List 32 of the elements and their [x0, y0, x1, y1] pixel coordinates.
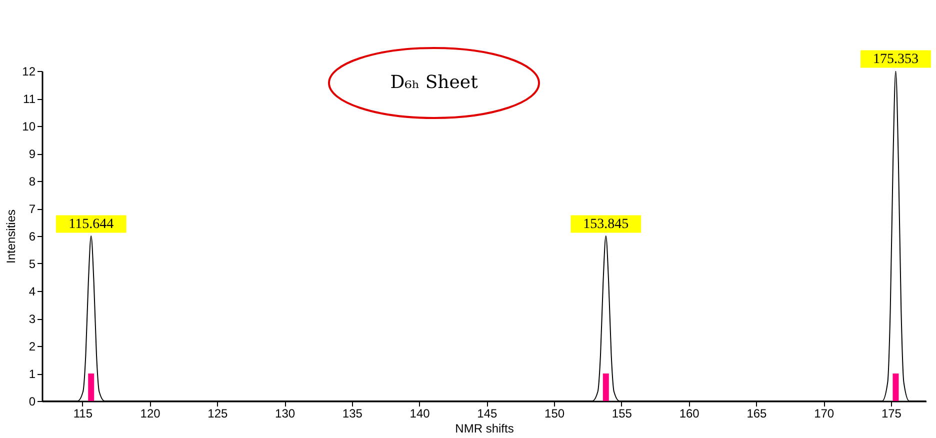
y-axis-title: Intensities — [4, 209, 18, 264]
y-tick-label: 0 — [28, 394, 36, 408]
y-tick-label: 4 — [28, 284, 36, 298]
y-tick-label: 6 — [28, 230, 36, 244]
x-tick-label: 115 — [73, 406, 93, 420]
x-tick-label: 160 — [679, 406, 700, 420]
y-tick-label: 11 — [23, 92, 36, 106]
y-tick-label: 1 — [28, 367, 36, 381]
x-tick-label: 170 — [814, 406, 834, 420]
y-tick-label: 12 — [22, 64, 36, 78]
x-tick-label: 165 — [746, 406, 768, 420]
annotation: 115.644 — [68, 217, 114, 232]
x-tick-label: 130 — [275, 406, 296, 420]
x-tick-label: 120 — [140, 406, 161, 420]
x-axis-title: NMR shifts — [455, 422, 514, 436]
annotation: 153.845 — [583, 217, 629, 232]
x-tick-label: 150 — [544, 406, 565, 420]
x-tick-label: 135 — [342, 406, 363, 420]
y-tick-label: 2 — [28, 340, 36, 354]
x-tick-label: 155 — [612, 406, 632, 420]
x-tick-label: 140 — [410, 406, 430, 420]
chart-title: D₆ₕ Sheet — [390, 72, 479, 93]
x-tick-label: 175 — [881, 406, 902, 420]
y-tick-label: 3 — [28, 312, 36, 326]
x-tick-label: 125 — [208, 406, 228, 420]
y-tick-label: 5 — [28, 257, 36, 271]
y-tick-label: 8 — [28, 174, 36, 188]
y-tick-label: 7 — [28, 202, 36, 216]
y-tick-label: 9 — [28, 147, 36, 161]
y-tick-label: 10 — [22, 120, 36, 134]
x-tick-label: 145 — [477, 406, 498, 420]
annotation: 175.353 — [872, 52, 918, 67]
